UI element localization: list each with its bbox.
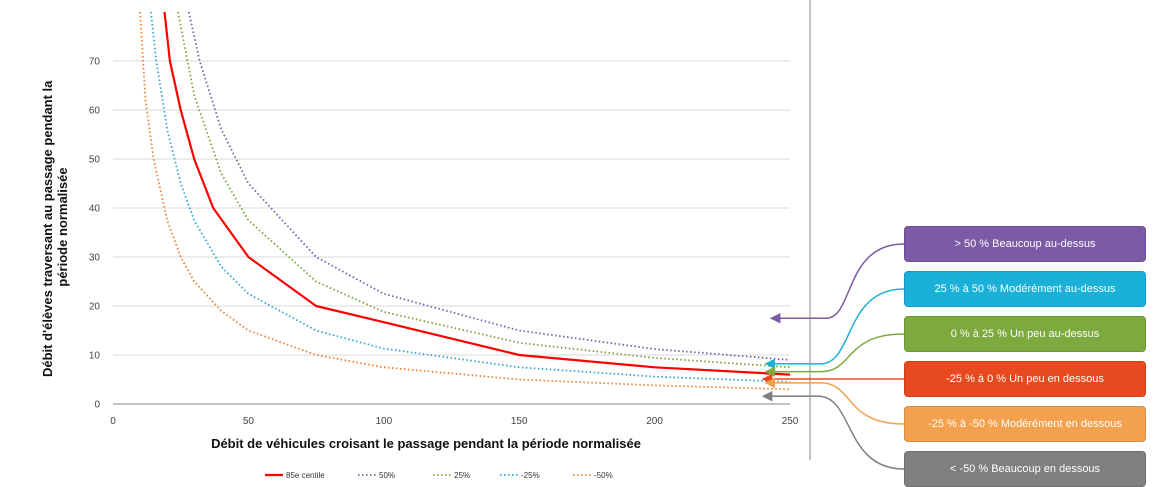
callout-box: -25 % à -50 % Modérément en dessous (904, 406, 1146, 442)
y-tick-label: 10 (89, 351, 101, 362)
y-axis-title-line-1: Débit d'élèves traversant au passage pen… (40, 80, 55, 377)
callout-arrow (766, 334, 904, 372)
callout-arrow (771, 244, 904, 318)
legend-label: -25% (521, 471, 540, 480)
callout-box: 0 % à 25 % Un peu au-dessus (904, 316, 1146, 352)
y-tick-label: 30 (89, 253, 101, 264)
axis-ticks: 0 10 20 30 40 50 60 70 0 50 100 150 200 250 (89, 57, 799, 428)
y-tick-label: 0 (94, 400, 100, 411)
series-lines (140, 12, 790, 389)
callout-box: < -50 % Beaucoup en dessous (904, 451, 1146, 487)
y-tick-label: 70 (89, 57, 101, 68)
callout-arrow (766, 289, 904, 364)
callout-box: > 50 % Beaucoup au-dessus (904, 226, 1146, 262)
y-axis-title: Débit d'élèves traversant au passage pen… (40, 77, 70, 377)
y-tick-label: 20 (89, 302, 101, 313)
x-tick-label: 150 (511, 416, 528, 427)
x-axis-title: Débit de véhicules croisant le passage p… (211, 436, 641, 451)
legend-label: 25% (454, 471, 470, 480)
callout-arrow (763, 396, 904, 469)
x-tick-label: 0 (110, 416, 116, 427)
y-axis-title-line-2: période normalisée (55, 167, 70, 286)
legend: 85e centile 50% 25% -25% -50% (265, 471, 613, 480)
y-tick-label: 50 (89, 155, 101, 166)
series-line (178, 12, 790, 367)
series-line (189, 12, 790, 360)
x-tick-label: 100 (375, 416, 392, 427)
legend-label: 50% (379, 471, 395, 480)
callout-arrows (763, 244, 904, 469)
y-tick-label: 40 (89, 204, 101, 215)
gridlines (113, 61, 790, 404)
x-tick-label: 50 (243, 416, 255, 427)
legend-label: 85e centile (286, 471, 325, 480)
legend-label: -50% (594, 471, 613, 480)
series-line (140, 12, 790, 389)
y-tick-label: 60 (89, 106, 101, 117)
series-line (151, 12, 790, 382)
x-tick-label: 200 (646, 416, 663, 427)
x-tick-label: 250 (782, 416, 799, 427)
callout-box: -25 % à 0 % Un peu en dessous (904, 361, 1146, 397)
callout-box: 25 % à 50 % Modérément au-dessus (904, 271, 1146, 307)
